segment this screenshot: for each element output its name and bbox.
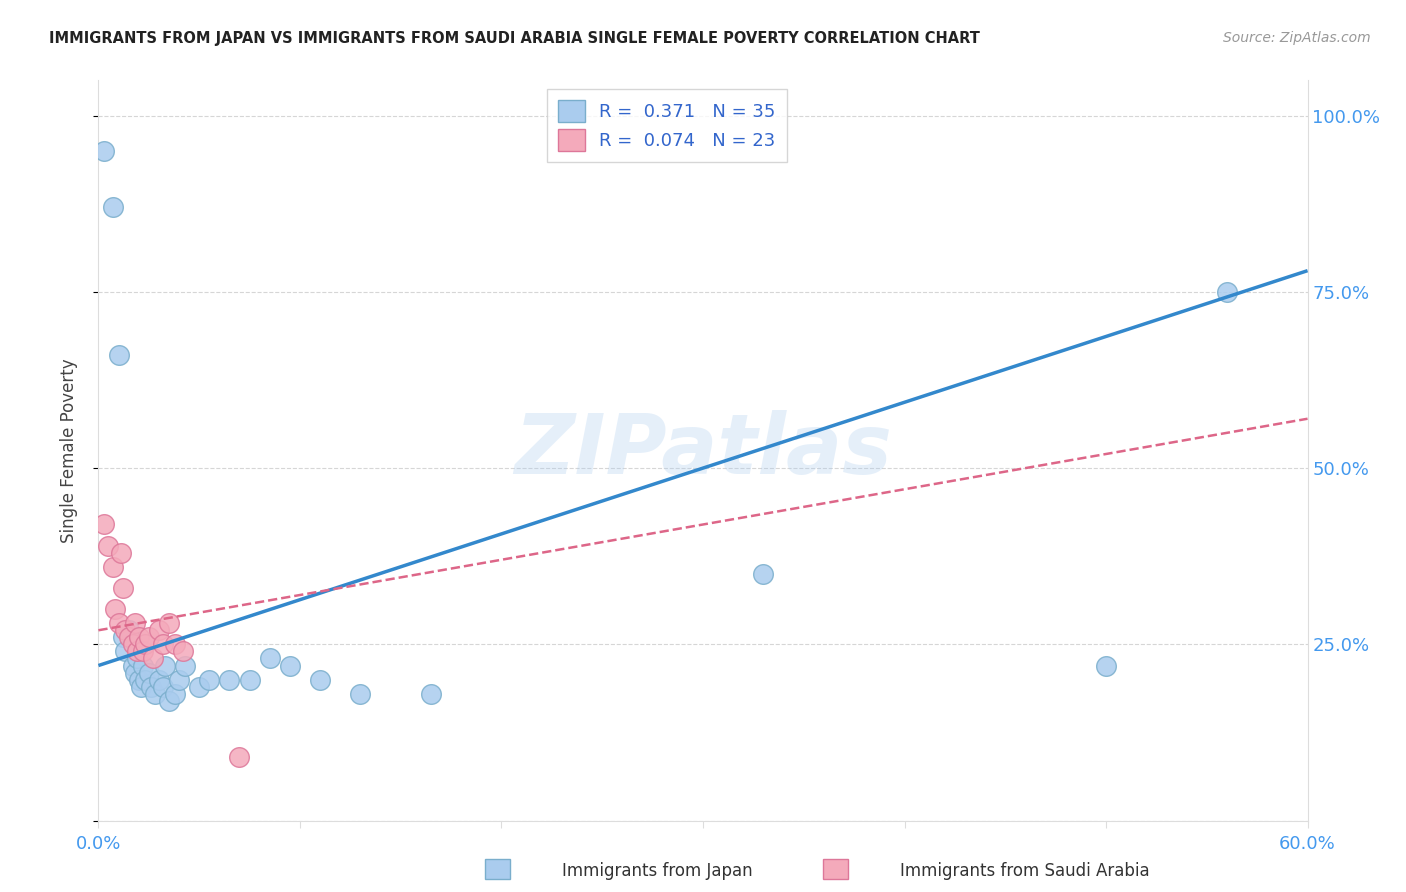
Point: [129, 680, 152, 694]
Point: [157, 694, 180, 708]
Point: [1216, 285, 1239, 299]
Point: [93, 144, 115, 158]
Point: [138, 630, 160, 644]
Point: [139, 680, 162, 694]
Point: [114, 624, 136, 638]
Point: [101, 559, 124, 574]
Point: [125, 651, 148, 665]
Point: [239, 673, 262, 687]
Point: [152, 637, 174, 651]
Point: [349, 687, 371, 701]
Point: [111, 581, 134, 595]
Point: [121, 658, 143, 673]
Point: [188, 680, 211, 694]
Legend: R =  0.371   N = 35, R =  0.074   N = 23: R = 0.371 N = 35, R = 0.074 N = 23: [547, 89, 786, 162]
Y-axis label: Single Female Poverty: Single Female Poverty: [59, 359, 77, 542]
Point: [420, 687, 443, 701]
Point: [174, 658, 197, 673]
Text: Source: ZipAtlas.com: Source: ZipAtlas.com: [1223, 31, 1371, 45]
Point: [278, 658, 301, 673]
Point: [157, 616, 180, 631]
Point: [1095, 658, 1118, 673]
Point: [132, 644, 155, 658]
Point: [103, 602, 125, 616]
Text: ZIPatlas: ZIPatlas: [515, 410, 891, 491]
Point: [121, 637, 143, 651]
Point: [124, 665, 146, 680]
Text: Immigrants from Japan: Immigrants from Japan: [562, 863, 754, 880]
Point: [148, 624, 170, 638]
Point: [148, 673, 170, 687]
Point: [134, 673, 156, 687]
Text: Immigrants from Saudi Arabia: Immigrants from Saudi Arabia: [900, 863, 1150, 880]
Point: [93, 517, 115, 532]
Point: [143, 687, 166, 701]
Point: [125, 644, 148, 658]
Point: [142, 651, 165, 665]
Point: [97, 539, 120, 553]
Point: [228, 750, 250, 764]
Point: [163, 637, 186, 651]
Point: [153, 658, 176, 673]
Point: [128, 673, 150, 687]
Point: [198, 673, 221, 687]
Point: [259, 651, 281, 665]
Point: [128, 630, 150, 644]
Point: [118, 624, 141, 638]
Point: [118, 630, 141, 644]
Point: [107, 616, 129, 631]
Point: [167, 673, 190, 687]
Point: [752, 566, 775, 581]
Point: [138, 665, 160, 680]
Point: [110, 546, 132, 560]
Point: [163, 687, 186, 701]
Point: [309, 673, 332, 687]
Point: [172, 644, 194, 658]
Point: [134, 637, 156, 651]
Point: [218, 673, 240, 687]
Point: [101, 200, 124, 214]
Text: IMMIGRANTS FROM JAPAN VS IMMIGRANTS FROM SAUDI ARABIA SINGLE FEMALE POVERTY CORR: IMMIGRANTS FROM JAPAN VS IMMIGRANTS FROM…: [49, 31, 980, 46]
Point: [114, 644, 136, 658]
Point: [107, 348, 129, 362]
Point: [124, 616, 146, 631]
Point: [152, 680, 174, 694]
Point: [111, 630, 134, 644]
Point: [132, 658, 155, 673]
